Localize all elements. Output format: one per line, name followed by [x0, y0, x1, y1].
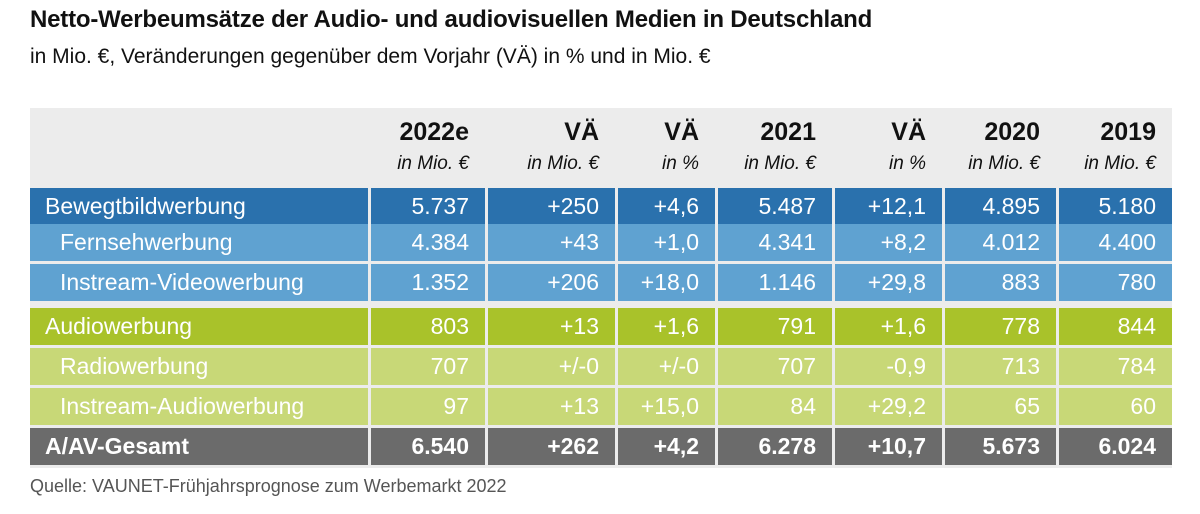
table-cell: +29,2 [835, 388, 942, 425]
table-cell: 780 [1059, 264, 1172, 301]
table-cell: +8,2 [835, 224, 942, 261]
table-cell: +262 [488, 428, 615, 465]
table-cell: 784 [1059, 348, 1172, 385]
column-header: 2019 in Mio. € [1059, 108, 1172, 188]
table-cell: 4.400 [1059, 224, 1172, 261]
column-header-unit: in Mio. € [968, 153, 1040, 174]
table-row: Instream-Videowerbung 1.352 +206 +18,0 1… [30, 264, 1172, 301]
table-cell: -0,9 [835, 348, 942, 385]
column-header-year: VÄ [891, 118, 926, 146]
table-cell: +250 [488, 188, 615, 225]
table-cell: 707 [371, 348, 485, 385]
column-header-year: 2019 [1100, 118, 1156, 146]
table-cell: 60 [1059, 388, 1172, 425]
table-cell: 5.487 [718, 188, 832, 225]
table-cell: +12,1 [835, 188, 942, 225]
table-cell: +4,6 [618, 188, 715, 225]
column-header-unit: in Mio. € [527, 153, 599, 174]
row-label: Audiowerbung [30, 308, 368, 345]
table-cell: 6.278 [718, 428, 832, 465]
table-cell: 84 [718, 388, 832, 425]
table-cell: 4.012 [945, 224, 1056, 261]
column-header: VÄ in % [618, 108, 715, 188]
table-cell: 1.352 [371, 264, 485, 301]
source-note: Quelle: VAUNET-Frühjahrsprognose zum Wer… [30, 476, 507, 496]
table-row: Instream-Audiowerbung 97 +13 +15,0 84 +2… [30, 388, 1172, 425]
table-cell: 1.146 [718, 264, 832, 301]
table-cell: 844 [1059, 308, 1172, 345]
table-cell: +1,6 [835, 308, 942, 345]
table-cell: 6.540 [371, 428, 485, 465]
table-cell: +13 [488, 308, 615, 345]
column-header-year: VÄ [564, 118, 599, 146]
column-header: 2021 in Mio. € [718, 108, 832, 188]
table-cell: 5.180 [1059, 188, 1172, 225]
table-cell: 791 [718, 308, 832, 345]
table-cell: 803 [371, 308, 485, 345]
column-header: 2022e in Mio. € [371, 108, 485, 188]
column-header-year: 2021 [760, 118, 816, 146]
table-row: Bewegtbildwerbung 5.737 +250 +4,6 5.487 … [30, 188, 1172, 225]
table-cell: 4.341 [718, 224, 832, 261]
column-header-unit: in % [662, 153, 699, 174]
page-subtitle: in Mio. €, Veränderungen gegenüber dem V… [30, 45, 711, 68]
column-header-year: 2022e [399, 118, 469, 146]
table-cell: +10,7 [835, 428, 942, 465]
table-cell: +43 [488, 224, 615, 261]
table-cell: +4,2 [618, 428, 715, 465]
table-cell: 65 [945, 388, 1056, 425]
table-cell: +15,0 [618, 388, 715, 425]
table-cell: +/-0 [488, 348, 615, 385]
table-row: Radiowerbung 707 +/-0 +/-0 707 -0,9 713 … [30, 348, 1172, 385]
column-header-unit: in % [889, 153, 926, 174]
table-cell: 6.024 [1059, 428, 1172, 465]
column-header: VÄ in % [835, 108, 942, 188]
row-label: Fernsehwerbung [30, 224, 368, 261]
row-label: Instream-Videowerbung [30, 264, 368, 301]
table-cell: 778 [945, 308, 1056, 345]
table-cell: +18,0 [618, 264, 715, 301]
row-label: Bewegtbildwerbung [30, 188, 368, 225]
column-header: VÄ in Mio. € [488, 108, 615, 188]
table-cell: 883 [945, 264, 1056, 301]
table-row: Audiowerbung 803 +13 +1,6 791 +1,6 778 8… [30, 308, 1172, 345]
column-header-unit: in Mio. € [1084, 153, 1156, 174]
table-cell: 707 [718, 348, 832, 385]
row-label: Radiowerbung [30, 348, 368, 385]
table-cell: +1,6 [618, 308, 715, 345]
table-row: Fernsehwerbung 4.384 +43 +1,0 4.341 +8,2… [30, 224, 1172, 261]
column-header-year: VÄ [664, 118, 699, 146]
table-cell: 97 [371, 388, 485, 425]
table-cell: 4.384 [371, 224, 485, 261]
page-title: Netto-Werbeumsätze der Audio- und audiov… [30, 6, 873, 33]
table-cell: +/-0 [618, 348, 715, 385]
column-header-unit: in Mio. € [744, 153, 816, 174]
column-header: 2020 in Mio. € [945, 108, 1056, 188]
table-cell: 4.895 [945, 188, 1056, 225]
column-header-unit: in Mio. € [397, 153, 469, 174]
table-cell: 5.673 [945, 428, 1056, 465]
table-row-total: A/AV-Gesamt 6.540 +262 +4,2 6.278 +10,7 … [30, 428, 1172, 465]
column-header-year: 2020 [984, 118, 1040, 146]
table-cell: 5.737 [371, 188, 485, 225]
table-cell: +13 [488, 388, 615, 425]
table-cell: +29,8 [835, 264, 942, 301]
table-cell: +206 [488, 264, 615, 301]
table-cell: +1,0 [618, 224, 715, 261]
row-label: A/AV-Gesamt [30, 428, 368, 465]
data-table: 2022e in Mio. € VÄ in Mio. € VÄ in % 202… [30, 108, 1172, 468]
row-label: Instream-Audiowerbung [30, 388, 368, 425]
table-cell: 713 [945, 348, 1056, 385]
